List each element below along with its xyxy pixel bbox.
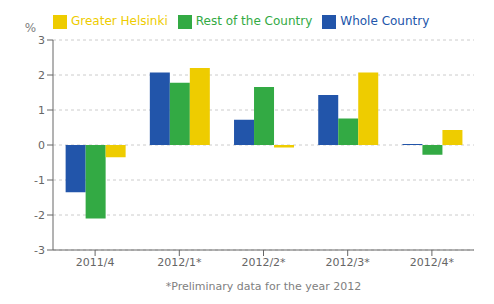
svg-text:-3: -3 — [34, 244, 45, 257]
svg-text:2012/4*: 2012/4* — [410, 256, 455, 269]
svg-text:0: 0 — [38, 139, 45, 152]
html-text:Greater Helsinki: Greater Helsinki — [71, 14, 168, 28]
svg-text:-1: -1 — [34, 174, 45, 187]
svg-text:%: % — [25, 21, 36, 35]
html-text:Whole Country: Whole Country — [340, 14, 430, 28]
svg-text:2012/3*: 2012/3* — [326, 256, 371, 269]
svg-text:2: 2 — [38, 69, 45, 82]
svg-text:1: 1 — [38, 104, 45, 117]
svg-text:-2: -2 — [34, 209, 45, 222]
svg-text:*Preliminary data for the year: *Preliminary data for the year 2012 — [166, 280, 362, 293]
svg-text:2012/2*: 2012/2* — [241, 256, 286, 269]
html-text:Rest of the Country: Rest of the Country — [195, 14, 313, 28]
svg-text:2012/1*: 2012/1* — [157, 256, 202, 269]
svg-text:3: 3 — [38, 34, 45, 47]
svg-text:2011/4: 2011/4 — [76, 256, 115, 269]
